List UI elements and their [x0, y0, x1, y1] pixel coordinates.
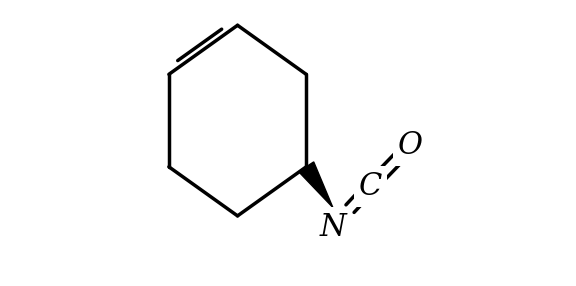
- Text: O: O: [397, 130, 422, 161]
- Polygon shape: [299, 162, 333, 207]
- Text: C: C: [359, 171, 382, 202]
- Text: N: N: [320, 212, 346, 243]
